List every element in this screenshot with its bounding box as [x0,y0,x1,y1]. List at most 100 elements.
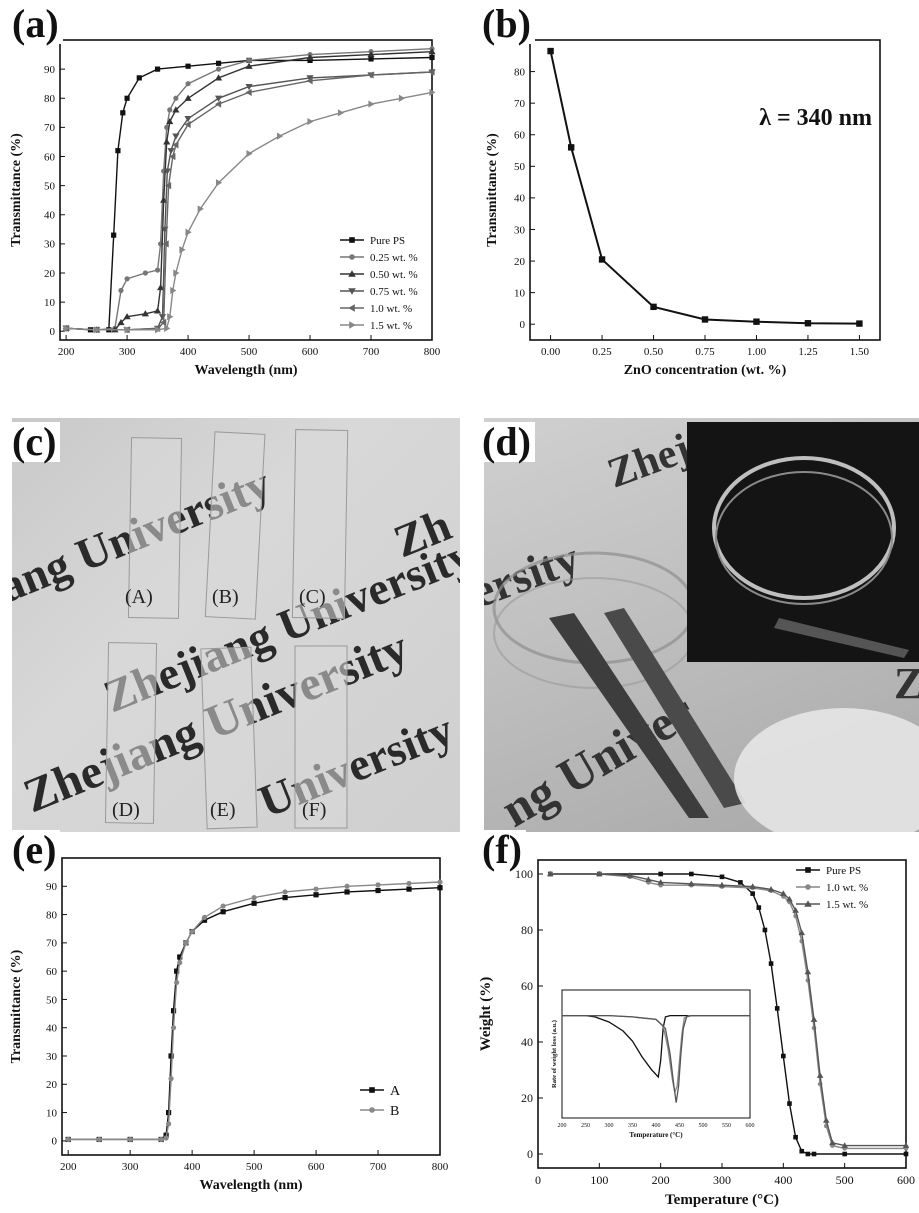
legend-entry: 0.50 wt. % [370,269,418,281]
series-pure-ps [547,871,909,1157]
chart-e-transmittance-vs-wavelength: 200 300 400 500 600 700 800 0 10 20 30 40 50 60 70 80 90… [9,853,449,1193]
watermark-text: Zhej [602,425,697,497]
x-tick-label: 200 [60,1161,77,1173]
data-point [798,929,806,936]
x-tick-label: 200 [652,1173,670,1187]
x-axis-label: Wavelength (nm) [194,363,297,378]
data-point [185,228,192,236]
panel-label-a: (a) [8,4,63,44]
data-point [163,168,171,175]
data-point [437,879,443,885]
data-point [313,892,319,898]
data-point [189,928,195,935]
inset-x-tick-label: 500 [699,1123,708,1129]
data-point [645,876,652,882]
data-point [348,270,356,277]
data-point [786,895,793,902]
data-point [184,94,192,101]
data-point [276,132,284,140]
data-point [184,116,192,123]
data-point [282,889,288,895]
y-tick-label: 20 [514,256,526,268]
data-point [245,84,253,91]
data-point [96,1136,102,1143]
series-line [66,48,433,331]
inset-x-tick-label: 600 [746,1123,755,1129]
data-point [214,95,223,102]
data-point [822,1117,830,1123]
data-point [780,890,787,896]
y-tick-label: 20 [46,1079,58,1091]
film-strip [204,431,266,620]
data-point [313,886,319,892]
data-point [173,269,180,277]
y-tick-label: 40 [46,1023,58,1035]
data-point [657,879,664,885]
tweezer [549,613,709,818]
y-tick-label: 20 [521,1091,533,1105]
data-point [142,270,148,276]
data-point [185,63,191,69]
y-tick-label: 30 [44,239,56,251]
data-point [93,326,101,334]
data-point [162,240,169,248]
data-point [215,179,223,187]
data-point [197,205,204,213]
inset-x-axis-label: Temperature (°C) [629,1131,683,1139]
y-tick-label: 90 [44,64,56,76]
y-tick-label: 60 [514,130,526,142]
series-0 [547,47,863,327]
data-point [348,288,356,295]
data-point [201,917,208,923]
x-tick-label: 0.50 [644,346,664,358]
data-point [428,68,435,76]
inset-x-tick-label: 200 [558,1123,567,1129]
data-point [689,871,694,877]
strip-label: (B) [212,586,239,608]
data-point [124,95,130,101]
inset-dtg-chart [562,990,752,1138]
y-tick-label: 10 [44,297,56,309]
inset-x-tick-label: 350 [628,1123,637,1129]
y-tick-label: 0 [50,326,56,338]
chart-f-weight-vs-temperature: 0 100 200 300 400 500 600 0 20 40 60 80 100 Temperatu… [478,859,915,1208]
panel-label-c: (c) [8,422,61,462]
data-point [124,326,131,334]
inset-series-line [562,1014,750,1103]
data-point [369,1107,375,1113]
data-point [167,313,174,321]
strip-label: (C) [299,586,326,608]
series-line [68,881,441,1141]
legend-entry: 1.0 wt. % [370,303,412,315]
data-point [368,56,374,62]
x-tick-label: 0.00 [541,346,561,358]
data-point [157,283,165,291]
series-line [68,887,441,1141]
data-point [168,1076,174,1082]
x-tick-label: 300 [713,1173,731,1187]
inset-x-tick-label: 450 [675,1123,684,1129]
y-tick-label: 20 [44,268,56,280]
data-point [184,120,191,129]
data-point [701,316,709,323]
inset-ring [712,456,896,600]
photo-c-films-on-text: Zhejiang University ang University Zheji… [12,418,460,832]
series-1-5-wt- [63,88,436,334]
x-tick-label: 0 [535,1173,541,1187]
legend-entry: Pure PS [370,235,405,247]
y-tick-label: 50 [44,180,56,192]
data-point [749,883,756,889]
data-point [168,1053,174,1059]
data-point [246,149,253,158]
data-point [787,1101,792,1106]
x-tick-label: 500 [246,1161,263,1173]
data-point [245,88,252,97]
data-point [166,117,174,125]
x-tick-label: 0.75 [695,346,715,358]
data-point [154,267,161,273]
y-tick-label: 40 [521,1035,533,1049]
data-point [437,885,443,891]
data-point [750,891,755,896]
panel-label-f: (f) [478,830,526,870]
x-axis-label: Temperature (°C) [665,1192,779,1208]
